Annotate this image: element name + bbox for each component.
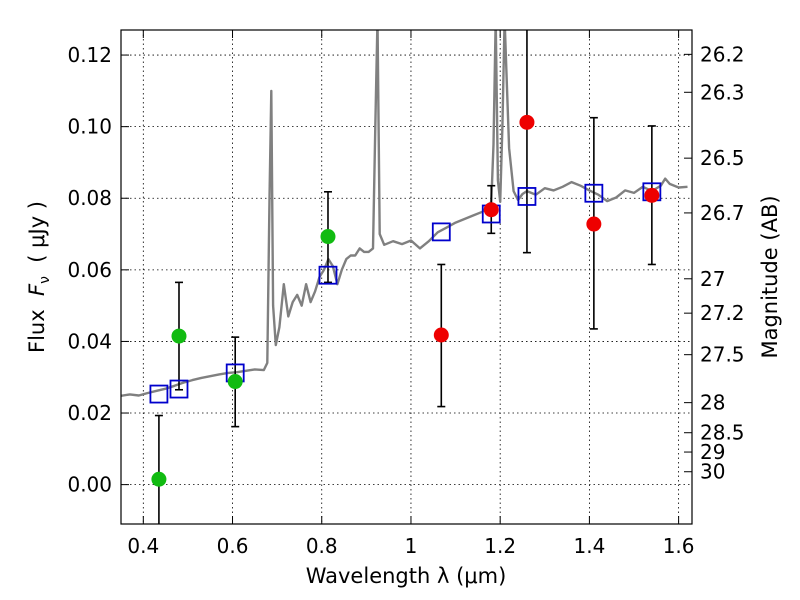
- model-photometry-box: [431, 222, 451, 242]
- y-tick-label: 0.08: [67, 186, 112, 210]
- axis-ticks: [121, 30, 692, 524]
- grid: [121, 30, 692, 524]
- optical-point: [320, 229, 336, 245]
- x-tick-label: 1.2: [484, 534, 516, 558]
- plot-frame: [120, 29, 693, 525]
- magnitude-tick-label: 26.3: [700, 80, 745, 104]
- observed-points: [151, 114, 660, 487]
- magnitude-tick-label: 27: [700, 267, 725, 291]
- infrared-point: [644, 187, 660, 203]
- x-tick-label: 1.4: [573, 534, 605, 558]
- y-tick-label: 0.06: [67, 258, 112, 282]
- magnitude-tick-label: 28.5: [700, 421, 745, 445]
- optical-point: [171, 328, 187, 344]
- x-tick-label: 1: [405, 534, 418, 558]
- magnitude-tick-label: 27.5: [700, 343, 745, 367]
- optical-point: [151, 471, 167, 487]
- model-photometry-box: [169, 379, 189, 399]
- model-photometry-box: [517, 187, 537, 206]
- x-tick-labels: 0.4 0.6 0.8 1 1.2 1.4 1.6: [127, 534, 694, 558]
- y-tick-label: 0.10: [67, 115, 112, 139]
- x-tick-label: 0.4: [127, 534, 159, 558]
- x-tick-label: 0.6: [217, 534, 249, 558]
- model-photometry-boxes: [149, 182, 662, 404]
- infrared-point: [483, 202, 499, 218]
- model-photometry-box: [318, 265, 338, 285]
- magnitude-tick-label: 26.7: [700, 201, 745, 225]
- y-tick-label: 0.04: [67, 329, 112, 353]
- magnitude-tick-label: 26.5: [700, 146, 745, 170]
- plot-background: [121, 30, 692, 524]
- x-axis-label: Wavelength λ (μm): [306, 564, 507, 588]
- infrared-point: [433, 327, 449, 343]
- magnitude-tick-label: 30: [700, 460, 725, 484]
- infrared-point: [586, 216, 602, 232]
- magnitude-tick-label: 26.2: [700, 42, 745, 66]
- x-tick-label: 1.6: [663, 534, 695, 558]
- infrared-point: [519, 114, 535, 130]
- plot-content: [121, 30, 688, 524]
- y-tick-label: 0.02: [67, 401, 112, 425]
- x-tick-label: 0.8: [306, 534, 338, 558]
- y2-axis-label: Magnitude (AB): [758, 195, 782, 358]
- model-photometry-box: [584, 183, 604, 203]
- y-axis-label: Flux Fν ( μJy ): [25, 201, 53, 353]
- model-photometry-box: [149, 384, 169, 404]
- magnitude-tick-label: 27.2: [700, 301, 745, 325]
- y-tick-label: 0.12: [67, 43, 112, 67]
- y-tick-label: 0.00: [67, 473, 112, 497]
- y-tick-labels: 0.00 0.02 0.04 0.06 0.08 0.10 0.12: [67, 43, 112, 497]
- template-spectrum-line: [121, 30, 688, 397]
- optical-point: [227, 374, 243, 390]
- magnitude-tick-label: 28: [700, 391, 725, 415]
- magnitude-tick-label: 29: [700, 440, 725, 464]
